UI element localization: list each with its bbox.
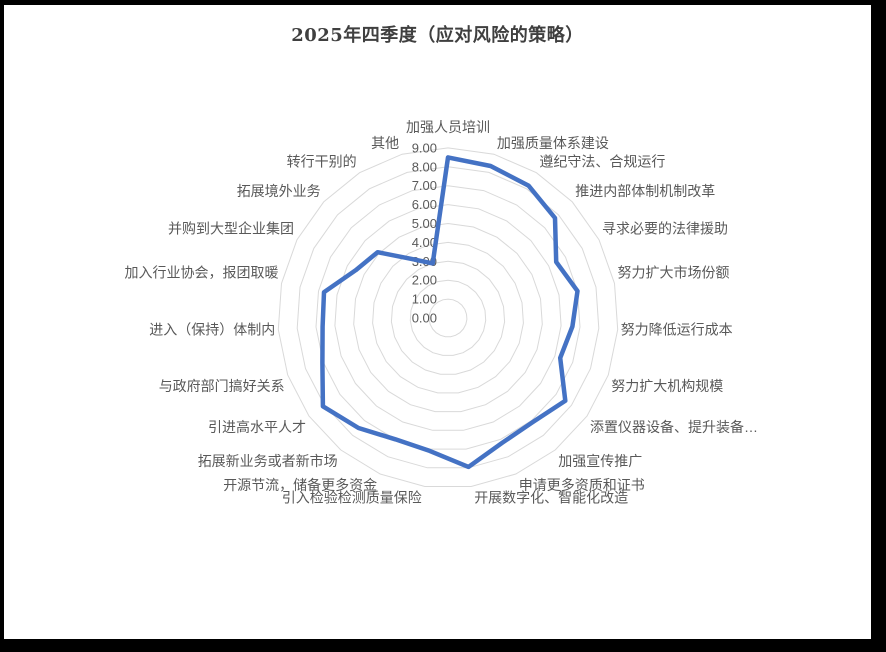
category-label: 开源节流，储备更多资金	[223, 477, 377, 493]
category-label: 其他	[371, 135, 399, 151]
axis-tick-label: 1.00	[412, 292, 437, 307]
category-label: 引进高水平人才	[208, 419, 306, 435]
category-label: 寻求必要的法律援助	[602, 221, 728, 237]
axis-tick-label: 7.00	[412, 178, 437, 193]
category-label: 加入行业协会，报团取暖	[125, 264, 279, 280]
category-label: 拓展境外业务	[237, 183, 321, 199]
axis-tick-label: 4.00	[412, 235, 437, 250]
category-label: 努力扩大机构规模	[611, 378, 723, 394]
axis-tick-label: 9.00	[412, 140, 437, 155]
category-label: 加强人员培训	[406, 119, 490, 135]
grid-ring	[390, 260, 506, 375]
radar-chart: 0.001.002.003.004.005.006.007.008.009.00…	[125, 119, 759, 506]
category-label: 进入（保持）体制内	[149, 322, 275, 338]
radar-series-line	[320, 155, 580, 470]
category-label: 加强质量体系建设	[497, 135, 609, 151]
axis-tick-label: 6.00	[412, 197, 437, 212]
chart-canvas: 2025年四季度（应对风险的策略） 0.00 1.00 2.00 3.00 4.00 5.…	[4, 5, 871, 639]
category-label: 添置仪器设备、提升装备…	[590, 419, 758, 435]
category-label: 申请更多资质和证书	[519, 477, 645, 493]
axis-tick-label: 8.00	[412, 159, 437, 174]
category-label: 遵纪守法、合规运行	[539, 154, 665, 170]
category-label: 拓展新业务或者新市场	[198, 453, 338, 469]
grid-ring	[353, 222, 543, 413]
category-label: 转行干别的	[287, 154, 357, 170]
category-label: 开展数字化、智能化改造	[474, 490, 628, 506]
axis-tick-label: 5.00	[412, 216, 437, 231]
category-label: 并购到大型企业集团	[168, 221, 294, 237]
grid-ring	[315, 185, 581, 450]
category-label: 努力降低运行成本	[621, 322, 733, 338]
grid-ring	[372, 241, 524, 394]
category-label: 努力扩大市场份额	[618, 264, 730, 280]
category-label: 与政府部门搞好关系	[159, 378, 285, 394]
grid-ring	[409, 279, 487, 356]
axis-tick-label: 0.00	[412, 311, 437, 326]
axis-tick-label: 2.00	[412, 273, 437, 288]
category-label: 加强宣传推广	[558, 453, 642, 469]
grid-ring	[296, 166, 600, 469]
category-label: 推进内部体制机制改革	[575, 183, 715, 199]
grid-ring	[428, 298, 468, 338]
grid-ring	[277, 147, 619, 487]
category-label: 引入检验检测质量保险	[282, 490, 422, 506]
grid-ring	[334, 204, 562, 431]
chart-title: 2025年四季度（应对风险的策略）	[291, 25, 584, 46]
